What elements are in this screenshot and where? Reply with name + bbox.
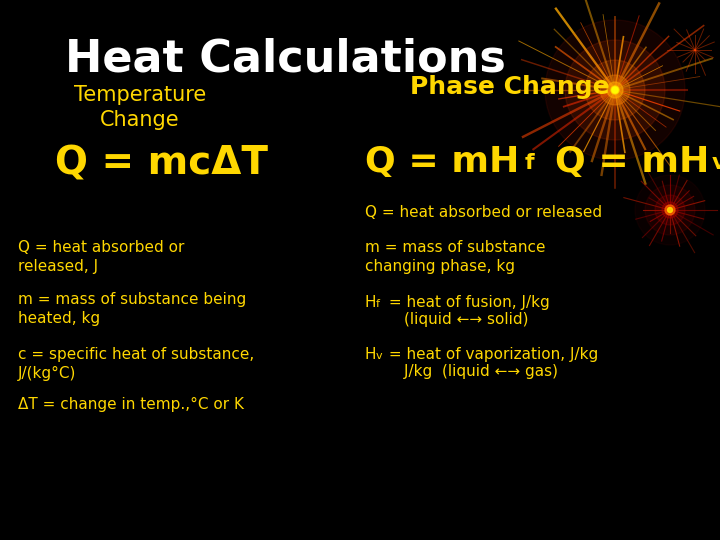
Text: Q = mH: Q = mH [365,145,519,179]
Text: H: H [365,295,377,310]
Text: H: H [365,347,377,362]
Circle shape [612,87,618,93]
Text: m = mass of substance being
heated, kg: m = mass of substance being heated, kg [18,292,246,326]
Text: Q = mcΔT: Q = mcΔT [55,145,268,183]
Text: ΔT = change in temp.,°C or K: ΔT = change in temp.,°C or K [18,397,244,412]
Circle shape [655,195,685,225]
Circle shape [565,40,665,140]
Text: v: v [712,153,720,173]
Text: Phase Change: Phase Change [410,75,610,99]
Circle shape [545,20,685,160]
Text: m = mass of substance
changing phase, kg: m = mass of substance changing phase, kg [365,240,546,274]
Circle shape [635,175,705,245]
Circle shape [666,206,674,214]
Circle shape [585,60,645,120]
Circle shape [645,185,695,235]
Text: = heat of vaporization, J/kg: = heat of vaporization, J/kg [384,347,598,362]
Text: J/kg  (liquid ←→ gas): J/kg (liquid ←→ gas) [365,364,558,379]
Text: f: f [376,299,380,309]
Text: (liquid ←→ solid): (liquid ←→ solid) [365,312,528,327]
Text: Temperature
Change: Temperature Change [74,85,206,130]
Circle shape [665,205,675,215]
Text: f: f [525,153,535,173]
Text: c = specific heat of substance,
J/(kg°C): c = specific heat of substance, J/(kg°C) [18,347,254,381]
Circle shape [607,82,623,98]
Text: Q = heat absorbed or
released, J: Q = heat absorbed or released, J [18,240,184,274]
Circle shape [662,202,678,218]
Text: Heat Calculations: Heat Calculations [65,37,505,80]
Text: Q = mH: Q = mH [555,145,709,179]
Circle shape [611,86,619,94]
Circle shape [667,207,672,213]
Text: Q = heat absorbed or released: Q = heat absorbed or released [365,205,602,220]
Circle shape [600,75,630,105]
Text: = heat of fusion, J/kg: = heat of fusion, J/kg [384,295,550,310]
Text: v: v [376,351,382,361]
